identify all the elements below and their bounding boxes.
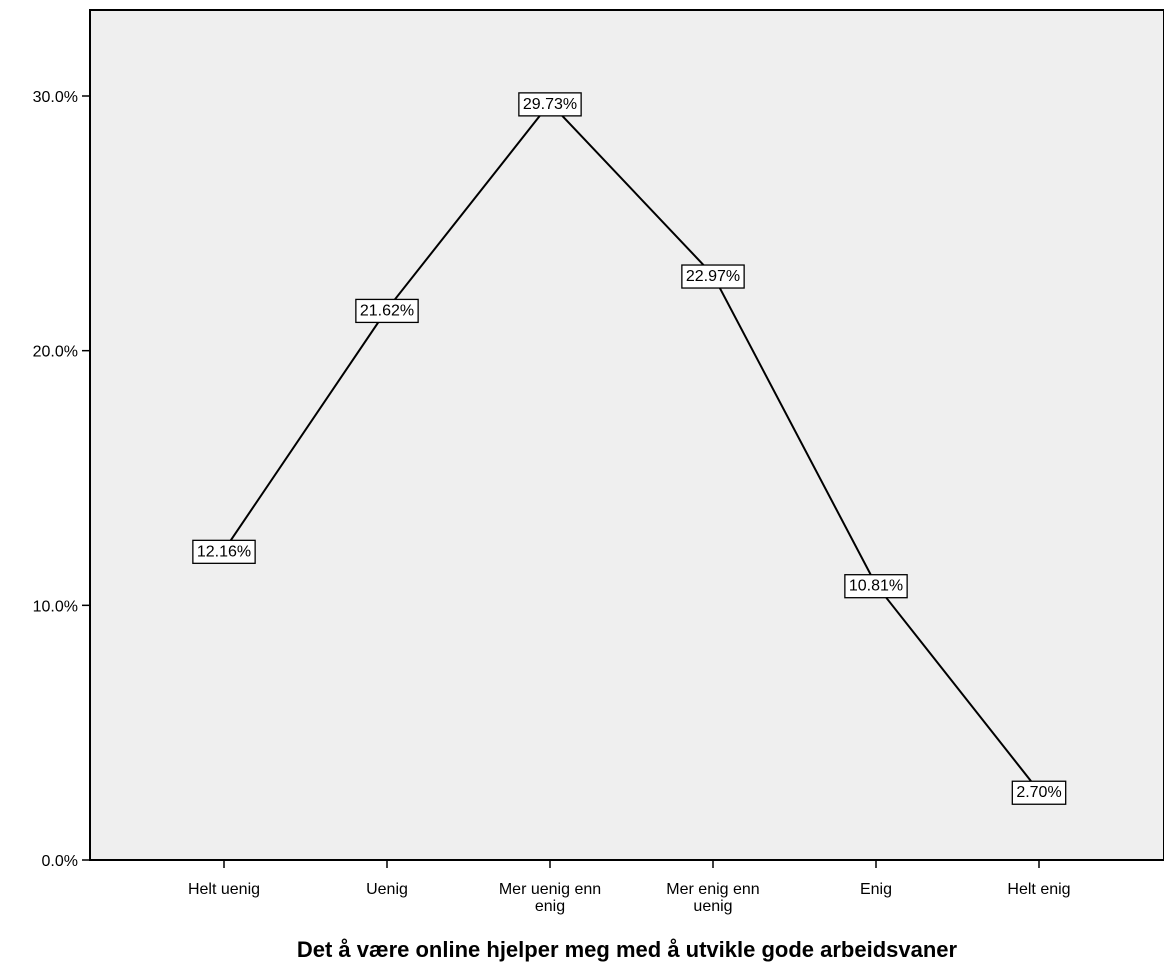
x-category-label-line: Uenig (366, 881, 408, 898)
y-axis: 0.0% 10.0% 20.0% 30.0% (33, 89, 90, 870)
series-layer (223, 101, 1040, 792)
y-tick-label: 20.0% (33, 344, 78, 361)
data-label: 29.73% (518, 92, 582, 117)
x-category-label: Uenig (366, 881, 408, 898)
y-tick-label: 30.0% (33, 89, 78, 106)
x-category-label: Helt enig (1007, 881, 1070, 898)
data-label-box (518, 92, 582, 117)
x-category-label-line: Mer uenig enn (499, 881, 601, 898)
data-label-layer: 12.16% 21.62% 29.73% 22.97% 10.81% 2.70% (192, 92, 1067, 805)
x-category-label: Enig (860, 881, 892, 898)
x-category-label-line: Enig (860, 881, 892, 898)
series-line (223, 101, 1040, 792)
x-category-label-line: uenig (693, 898, 732, 915)
x-category-label-line: enig (535, 898, 565, 915)
x-category-label: Helt uenig (188, 881, 260, 898)
data-label-text: 2.70% (1016, 784, 1061, 801)
x-category-label: Mer enig enn uenig (666, 881, 759, 915)
data-label-text: 21.62% (360, 302, 414, 319)
x-category-label-line: Mer enig enn (666, 881, 759, 898)
data-label-text: 22.97% (686, 268, 740, 285)
data-label: 21.62% (355, 298, 419, 324)
x-category-label-line: Helt uenig (188, 881, 260, 898)
data-label-text: 10.81% (849, 578, 903, 595)
data-label-box (681, 264, 745, 289)
data-label: 12.16% (192, 539, 256, 564)
data-label-box (844, 574, 908, 599)
data-label-text: 12.16% (197, 543, 251, 560)
data-label: 22.97% (681, 264, 745, 289)
plot-area (89, 9, 1164, 861)
data-label-box (355, 298, 419, 324)
x-axis-title: Det å være online hjelper meg med å utvi… (297, 937, 958, 962)
data-label-box (192, 539, 256, 564)
y-tick-label: 10.0% (33, 598, 78, 615)
x-axis: Helt uenig Uenig Mer uenig enn enig Mer enig… (188, 860, 1071, 915)
data-label: 2.70% (1011, 780, 1067, 805)
y-tick-label: 0.0% (42, 853, 78, 870)
data-label: 10.81% (844, 574, 908, 599)
data-label-box (1011, 780, 1067, 805)
x-category-label: Mer uenig enn enig (499, 881, 601, 915)
x-category-label-line: Helt enig (1007, 881, 1070, 898)
data-label-text: 29.73% (523, 96, 577, 113)
